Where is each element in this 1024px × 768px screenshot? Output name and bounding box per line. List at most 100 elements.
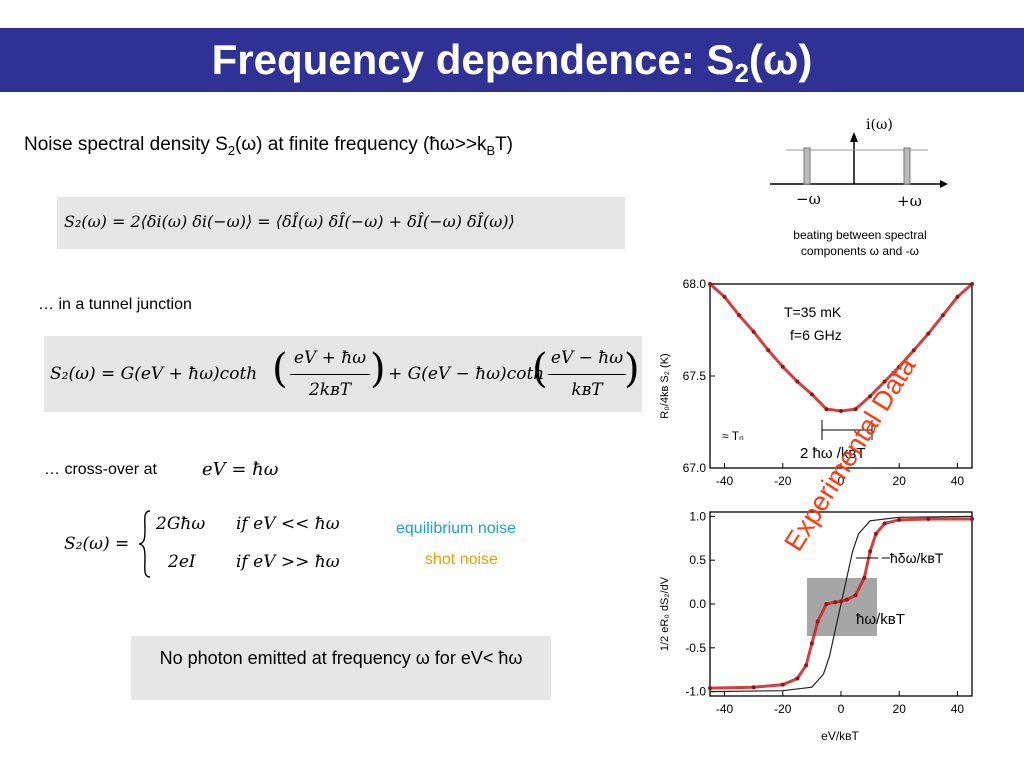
data-point bbox=[737, 313, 742, 318]
data-point bbox=[873, 531, 878, 536]
intro-text: Noise spectral density S2(ω) at finite f… bbox=[24, 134, 514, 158]
y-tick-label: 67.5 bbox=[683, 369, 707, 383]
plot1-ylabel: R₀/4kʙ S₂ (K) bbox=[659, 353, 671, 418]
data-point bbox=[844, 597, 849, 602]
y-tick-label: 0.5 bbox=[689, 553, 706, 567]
equation-2: S₂(ω) = G(eV + ħω)coth ( eV + ħω 2kʙT ) … bbox=[50, 340, 640, 410]
equilibrium-noise-label: equilibrium noise bbox=[396, 520, 517, 537]
tunnel-label: … in a tunnel junction bbox=[38, 296, 192, 313]
data-point bbox=[868, 394, 873, 399]
plot2-annotation-width: ħδω/kʙT bbox=[890, 550, 944, 566]
caption-line-2: components ω and -ω bbox=[800, 244, 920, 258]
x-tick-label: 20 bbox=[893, 702, 907, 716]
amp-axis-arrow bbox=[850, 132, 858, 142]
data-point bbox=[809, 392, 814, 397]
data-point bbox=[833, 600, 838, 605]
data-point bbox=[882, 521, 887, 526]
plot2-highlight-box bbox=[807, 578, 877, 636]
derivative-plot: -40 -20 0 20 40 -1.0 -0.5 0.0 0.5 1.0 1/2 eR₀ dS… bbox=[659, 509, 974, 743]
data-point bbox=[970, 517, 974, 522]
data-point bbox=[795, 379, 800, 384]
data-point bbox=[751, 685, 756, 690]
data-point bbox=[795, 676, 800, 681]
paren-right-2: ) bbox=[624, 346, 640, 392]
data-point bbox=[839, 599, 843, 604]
crossover-label: … cross-over at bbox=[44, 461, 157, 478]
frac2-den: kʙT bbox=[571, 380, 603, 400]
data-point bbox=[708, 282, 712, 286]
data-point bbox=[926, 517, 931, 522]
case2-condition: if eV >> ħω bbox=[236, 552, 340, 572]
paren-right-1: ) bbox=[370, 346, 386, 392]
cases-equation: S₂(ω) = 2Għω if eV << ħω 2eI if eV >> ħω bbox=[64, 508, 384, 580]
y-tick-label: 68.0 bbox=[683, 277, 707, 291]
y-tick-label: -0.5 bbox=[685, 641, 706, 655]
spectrum-axis-label: i(ω) bbox=[866, 117, 893, 133]
frac2-num: eV − ħω bbox=[550, 348, 624, 368]
data-point bbox=[955, 294, 960, 299]
x-tick-label: -20 bbox=[774, 702, 792, 716]
data-point bbox=[809, 641, 814, 646]
y-tick-label: -1.0 bbox=[685, 685, 706, 699]
note-text: No photon emitted at frequency ω for eV<… bbox=[159, 648, 523, 668]
data-point bbox=[911, 348, 916, 353]
data-point bbox=[882, 379, 887, 384]
paren-left-2: ( bbox=[532, 346, 548, 392]
data-point bbox=[862, 575, 867, 580]
plot2-xlabel: eV/kʙT bbox=[821, 729, 859, 743]
frac1-bar bbox=[290, 374, 370, 375]
eq2-mid: + G(eV − ħω)coth bbox=[388, 364, 545, 384]
data-point bbox=[722, 294, 727, 299]
caption-line-1: beating between spectral bbox=[793, 228, 927, 242]
equation-1: S₂(ω) = 2⟨δi(ω) δi(−ω)⟩ = ⟨δÎ(ω) δÎ(−ω) … bbox=[64, 212, 515, 231]
x-tick-label: -20 bbox=[774, 474, 792, 488]
data-point bbox=[815, 619, 820, 624]
pos-component bbox=[903, 147, 911, 185]
title-bar bbox=[0, 28, 1024, 92]
shot-noise-label: shot noise bbox=[425, 551, 498, 568]
data-point bbox=[780, 364, 785, 369]
data-point bbox=[839, 408, 843, 413]
spectrum-diagram bbox=[770, 132, 948, 188]
data-point bbox=[708, 686, 712, 691]
frac2-bar bbox=[548, 374, 626, 375]
data-point bbox=[824, 602, 829, 606]
x-tick-label: 0 bbox=[838, 702, 845, 716]
x-tick-label: 0 bbox=[838, 474, 845, 488]
data-point bbox=[780, 682, 785, 687]
cases-lhs: S₂(ω) = bbox=[64, 534, 130, 554]
data-point bbox=[853, 593, 858, 598]
case1-value: 2Għω bbox=[156, 514, 206, 534]
noise-plot: -40 -20 0 20 40 67.0 67.5 68.0 R₀/4kʙ S₂ (K) T… bbox=[659, 277, 974, 488]
frac1-num: eV + ħω bbox=[293, 348, 367, 368]
plot2-ylabel: 1/2 eR₀ dS₂/dV bbox=[659, 576, 671, 651]
paren-left-1: ( bbox=[272, 346, 288, 392]
plot1-annotation-freq: f=6 GHz bbox=[790, 327, 842, 343]
plot1-annotation-tn: ≈ Tₙ bbox=[722, 429, 744, 443]
x-tick-label: -40 bbox=[716, 702, 734, 716]
data-point bbox=[868, 549, 873, 554]
equation-box-1 bbox=[57, 197, 625, 249]
plot1-annotation-temp: T=35 mK bbox=[784, 304, 842, 320]
slide-title: Frequency dependence: S2(ω) bbox=[211, 36, 813, 88]
spectrum-caption: beating between spectral components ω an… bbox=[770, 227, 950, 259]
x-tick-label: 20 bbox=[893, 474, 907, 488]
plot2-annotation-step: ħω/kʙT bbox=[856, 611, 905, 628]
y-tick-label: 67.0 bbox=[683, 461, 707, 475]
pos-omega-label: +ω bbox=[897, 192, 922, 210]
x-tick-label: 40 bbox=[951, 474, 965, 488]
crossover-equation: eV = ħω bbox=[202, 459, 279, 480]
data-point bbox=[970, 282, 974, 286]
cases-brace bbox=[138, 510, 151, 578]
data-point bbox=[940, 313, 945, 318]
eq2-lhs: S₂(ω) = G(eV + ħω)coth bbox=[50, 364, 258, 384]
y-tick-label: 1.0 bbox=[689, 509, 706, 523]
plot2-theory-line bbox=[709, 515, 973, 693]
case1-condition: if eV << ħω bbox=[236, 514, 340, 534]
neg-component bbox=[803, 147, 811, 185]
plot1-annotation-width: 2 ħω /kʙT bbox=[800, 445, 866, 462]
data-point bbox=[766, 348, 771, 353]
x-tick-label: 40 bbox=[951, 702, 965, 716]
data-point bbox=[897, 364, 902, 369]
data-point bbox=[897, 517, 902, 522]
